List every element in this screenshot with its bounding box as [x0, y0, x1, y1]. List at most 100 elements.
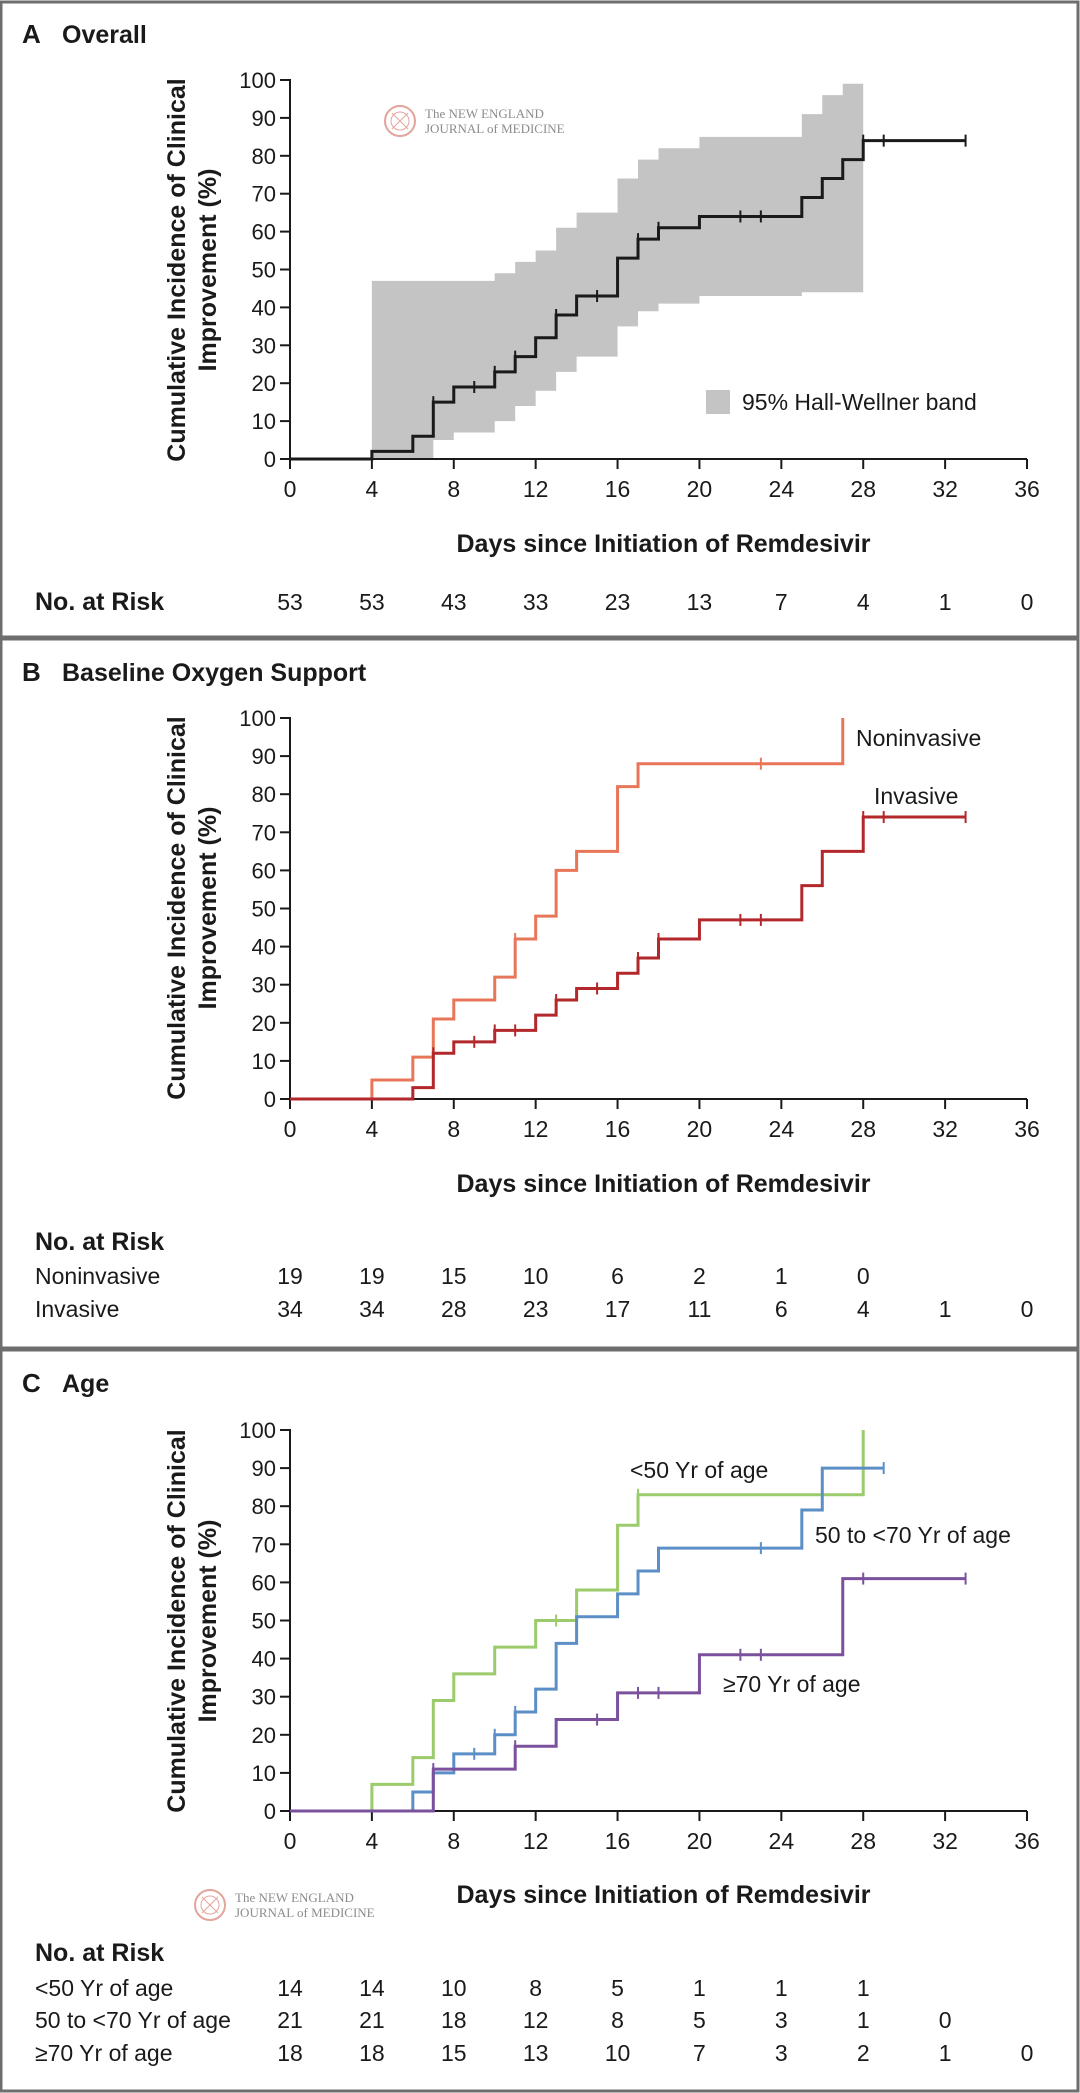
risk-count: 5 — [611, 1975, 624, 2001]
y-tick-label: 0 — [264, 1087, 276, 1112]
logo-text-line1: The NEW ENGLAND — [235, 1890, 354, 1905]
logo-seal-inner — [390, 111, 410, 131]
y-tick-label: 90 — [252, 106, 276, 131]
risk-row-label: Invasive — [35, 1296, 119, 1322]
logo-seal-icon — [384, 105, 416, 137]
series-label-noninvasive: Noninvasive — [856, 725, 981, 751]
x-tick-label: 24 — [769, 1828, 795, 1854]
risk-count: 10 — [441, 1975, 467, 2001]
panel-letter: A — [22, 19, 41, 49]
logo-text-line2: JOURNAL of MEDICINE — [235, 1905, 375, 1920]
risk-count: 13 — [687, 589, 713, 615]
x-tick-label: 12 — [523, 476, 549, 502]
x-tick-label: 24 — [769, 1116, 795, 1142]
y-tick-label: 70 — [252, 1532, 276, 1557]
y-tick-label: 20 — [252, 371, 276, 396]
x-tick-label: 20 — [687, 476, 713, 502]
risk-count: 21 — [359, 2007, 385, 2033]
risk-count: 2 — [693, 1263, 706, 1289]
panel-border — [0, 637, 1080, 1350]
y-tick-label: 100 — [239, 706, 276, 731]
panel-title: Age — [62, 1370, 109, 1398]
risk-count: 5 — [693, 2007, 706, 2033]
risk-count: 14 — [277, 1975, 303, 2001]
y-tick-label: 30 — [252, 333, 276, 358]
x-axis-label: Days since Initiation of Remdesivir — [456, 1881, 870, 1909]
risk-count: 2 — [857, 2040, 870, 2066]
risk-count: 8 — [529, 1975, 542, 2001]
risk-row-label: <50 Yr of age — [35, 1975, 173, 2001]
x-tick-label: 24 — [769, 476, 795, 502]
risk-count: 15 — [441, 1263, 467, 1289]
panel-border — [0, 1348, 1080, 2093]
risk-count: 1 — [857, 1975, 870, 2001]
x-tick-label: 28 — [850, 476, 876, 502]
risk-count: 19 — [277, 1263, 303, 1289]
y-tick-label: 60 — [252, 1570, 276, 1595]
logo-text-line1: The NEW ENGLAND — [425, 106, 544, 121]
risk-count: 28 — [441, 1296, 467, 1322]
x-tick-label: 36 — [1014, 1116, 1040, 1142]
risk-count: 34 — [277, 1296, 303, 1322]
risk-count: 4 — [857, 589, 870, 615]
y-tick-label: 50 — [252, 1609, 276, 1634]
series-line-age_50_70 — [290, 1466, 884, 1813]
logo-seal-icon — [194, 1889, 226, 1921]
x-tick-label: 36 — [1014, 476, 1040, 502]
y-tick-label: 30 — [252, 1685, 276, 1710]
y-tick-label: 40 — [252, 935, 276, 960]
risk-count: 13 — [523, 2040, 549, 2066]
x-tick-label: 0 — [284, 476, 297, 502]
legend-swatch — [706, 390, 730, 414]
risk-count: 18 — [359, 2040, 385, 2066]
x-tick-label: 16 — [605, 1828, 631, 1854]
y-tick-label: 40 — [252, 295, 276, 320]
y-tick-label: 0 — [264, 447, 276, 472]
y-axis-label-line1: Cumulative Incidence of Clinical — [163, 78, 191, 461]
risk-count: 19 — [359, 1263, 385, 1289]
x-tick-label: 16 — [605, 1116, 631, 1142]
y-tick-label: 100 — [239, 1418, 276, 1443]
risk-count: 10 — [605, 2040, 631, 2066]
x-tick-label: 8 — [447, 1828, 460, 1854]
x-tick-label: 16 — [605, 476, 631, 502]
risk-count: 0 — [1021, 589, 1034, 615]
risk-count: 1 — [939, 589, 952, 615]
x-tick-label: 4 — [365, 476, 378, 502]
risk-count: 0 — [1021, 2040, 1034, 2066]
y-tick-label: 50 — [252, 897, 276, 922]
y-axis-label-line2: Improvement (%) — [194, 169, 222, 372]
y-tick-label: 80 — [252, 782, 276, 807]
x-tick-label: 28 — [850, 1116, 876, 1142]
risk-row-label: Noninvasive — [35, 1263, 160, 1289]
risk-count: 0 — [857, 1263, 870, 1289]
risk-count: 21 — [277, 2007, 303, 2033]
risk-row-label: ≥70 Yr of age — [35, 2040, 173, 2066]
y-tick-label: 80 — [252, 1494, 276, 1519]
risk-count: 1 — [775, 1263, 788, 1289]
y-tick-label: 60 — [252, 220, 276, 245]
x-tick-label: 8 — [447, 1116, 460, 1142]
y-tick-label: 50 — [252, 258, 276, 283]
logo-text-line2: JOURNAL of MEDICINE — [425, 121, 565, 136]
risk-heading: No. at Risk — [35, 1228, 164, 1256]
risk-count: 0 — [939, 2007, 952, 2033]
risk-count: 8 — [611, 2007, 624, 2033]
panel-b: B Baseline Oxygen Support0102030405060708… — [0, 637, 1080, 1350]
legend-label: 95% Hall-Wellner band — [742, 389, 977, 415]
risk-count: 1 — [939, 1296, 952, 1322]
x-tick-label: 12 — [523, 1116, 549, 1142]
x-tick-label: 4 — [365, 1828, 378, 1854]
y-tick-label: 100 — [239, 68, 276, 93]
risk-count: 18 — [441, 2007, 467, 2033]
series-label-invasive: Invasive — [874, 783, 958, 809]
risk-count: 0 — [1021, 1296, 1034, 1322]
series-label-age-lt50: <50 Yr of age — [630, 1457, 768, 1483]
panel-border — [0, 0, 1080, 639]
y-tick-label: 20 — [252, 1723, 276, 1748]
risk-count: 1 — [693, 1975, 706, 2001]
